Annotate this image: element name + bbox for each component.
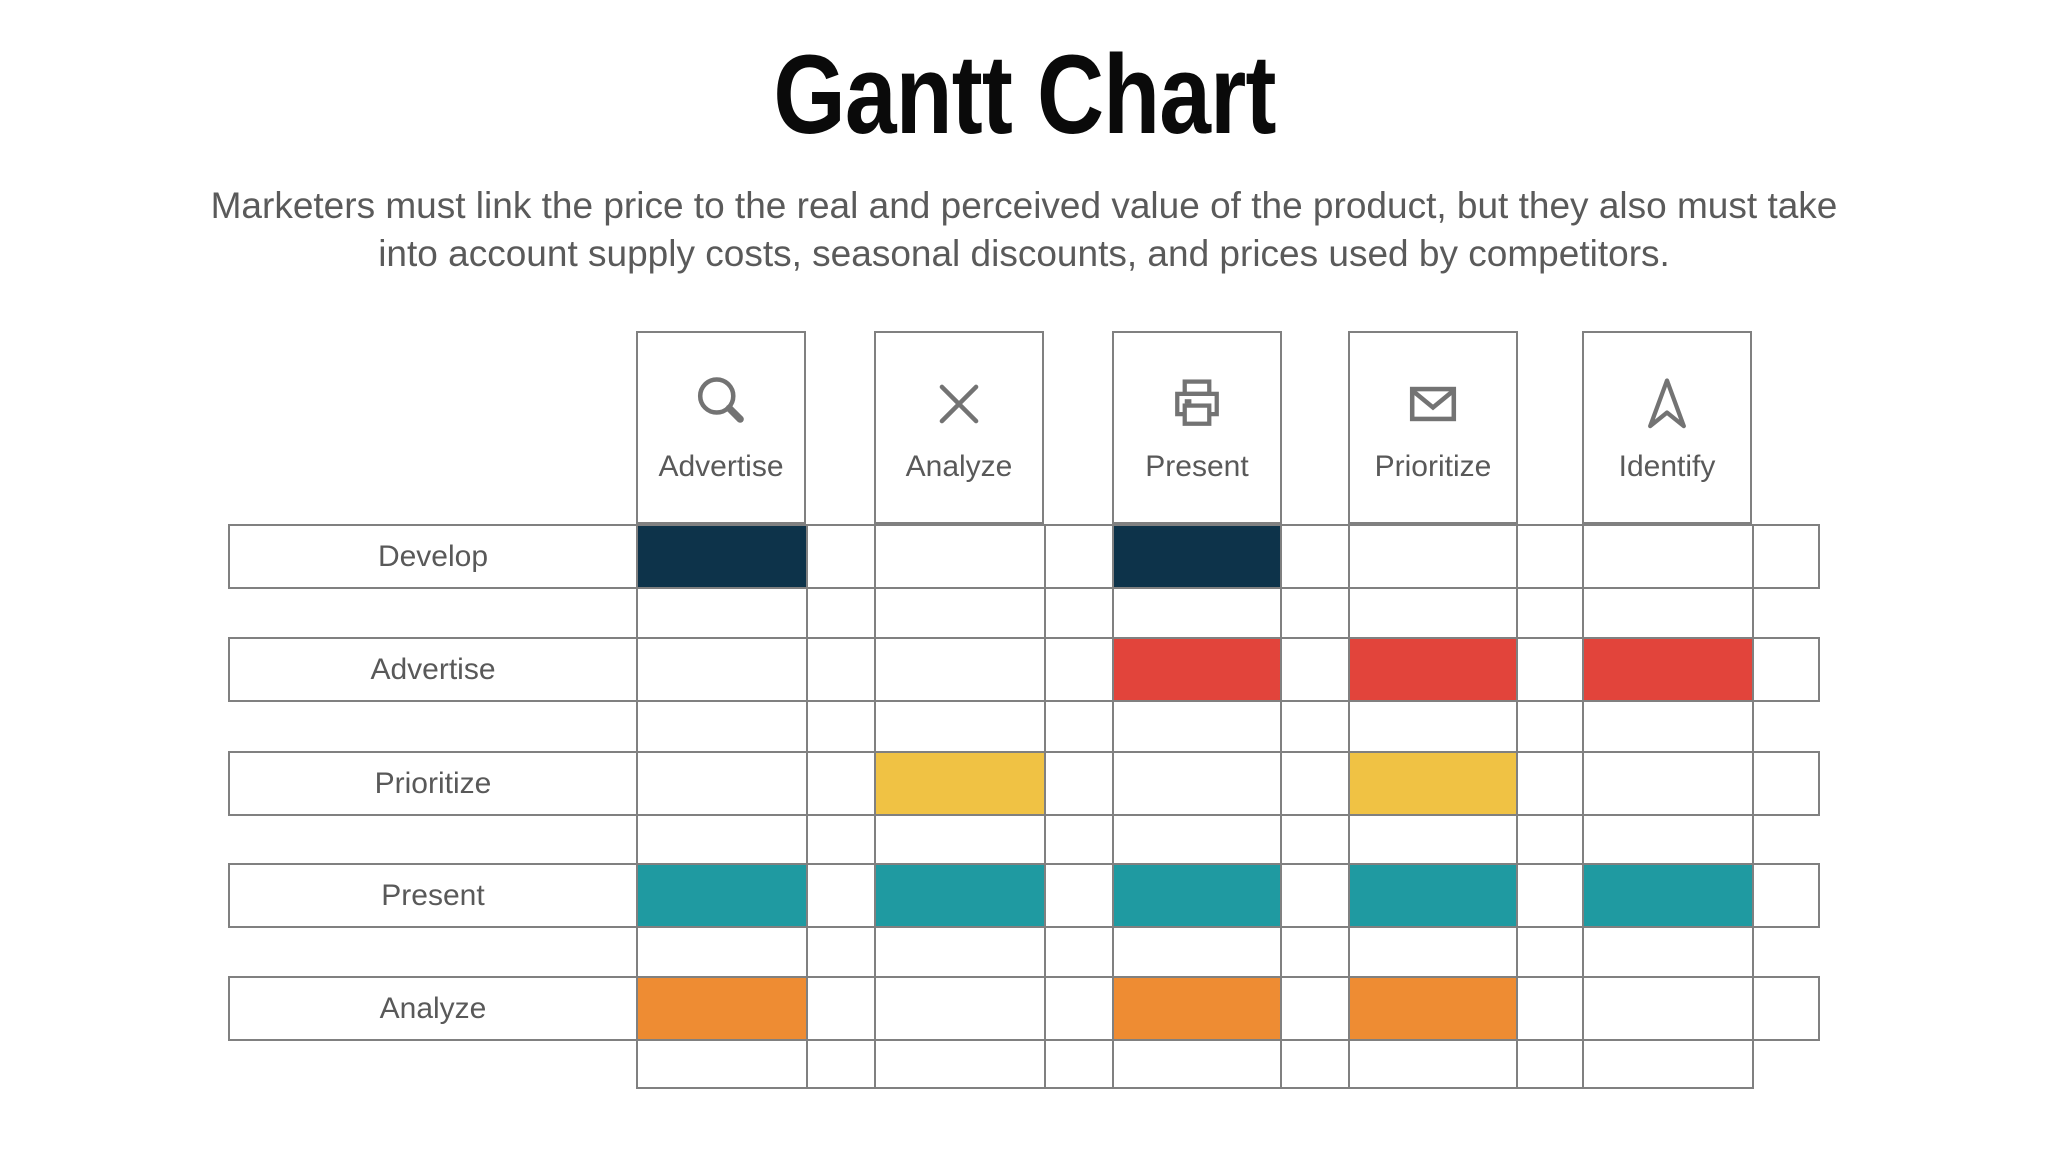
navigation-arrow-icon (1635, 372, 1699, 436)
page-title-text: Gantt Chart (772, 32, 1276, 157)
gantt-cell-present-prioritize (1348, 863, 1518, 928)
row-label: Develop (377, 540, 489, 573)
gantt-cell-advertise-present (1112, 637, 1282, 702)
grid-vline (1044, 524, 1046, 1089)
gantt-cell-present-advertise (636, 863, 806, 928)
column-label: Identify (1618, 449, 1716, 483)
gantt-cell-analyze-advertise (636, 976, 806, 1041)
gantt-cell-present-identify (1582, 863, 1752, 928)
subtitle: Marketers must link the price to the rea… (210, 185, 1838, 274)
row-label: Advertise (370, 653, 496, 686)
column-label: Prioritize (1374, 449, 1492, 483)
column-header-advertise: Advertise (636, 331, 806, 524)
column-header-analyze: Analyze (874, 331, 1044, 524)
column-label: Advertise (658, 449, 784, 483)
column-label: Present (1145, 449, 1249, 483)
row-label: Present (381, 879, 485, 912)
gantt-cell-prioritize-prioritize (1348, 751, 1518, 816)
column-header-prioritize: Prioritize (1348, 331, 1518, 524)
printer-icon (1165, 372, 1229, 436)
gantt-cell-present-present (1112, 863, 1282, 928)
grid-vline (1348, 524, 1350, 1089)
gantt-cell-analyze-prioritize (1348, 976, 1518, 1041)
gantt-cell-develop-present (1112, 524, 1282, 589)
gantt-cell-prioritize-analyze (874, 751, 1044, 816)
gantt-cell-present-analyze (874, 863, 1044, 928)
gantt-cell-advertise-identify (1582, 637, 1752, 702)
gantt-cell-analyze-present (1112, 976, 1282, 1041)
grid-vline (874, 524, 876, 1089)
search-icon (689, 372, 753, 436)
gantt-cell-develop-advertise (636, 524, 806, 589)
gantt-cell-advertise-prioritize (1348, 637, 1518, 702)
row-label: Analyze (379, 992, 487, 1025)
x-icon (927, 372, 991, 436)
grid-vline (1112, 524, 1114, 1089)
grid-vline (1280, 524, 1282, 1089)
grid-vline (1516, 524, 1518, 1089)
column-header-identify: Identify (1582, 331, 1752, 524)
column-label: Analyze (905, 449, 1013, 483)
page-title: Gantt Chart (0, 30, 2048, 160)
grid-vline (806, 524, 808, 1089)
grid-vline (1752, 524, 1754, 1089)
grid-vline (1582, 524, 1584, 1089)
envelope-icon (1401, 372, 1465, 436)
grid-vline (636, 524, 638, 1089)
column-header-present: Present (1112, 331, 1282, 524)
grid-bottom-line (636, 1087, 1754, 1089)
row-label: Prioritize (374, 767, 492, 800)
